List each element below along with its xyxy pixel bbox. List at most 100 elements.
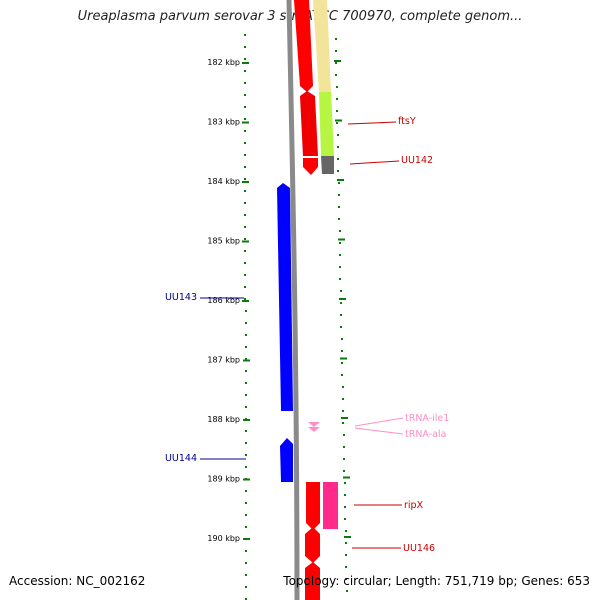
ruler-major-tick <box>243 419 250 421</box>
ruler-dot <box>244 226 246 228</box>
ruler-dot <box>338 182 340 184</box>
ruler-dot <box>343 446 345 448</box>
feature-label-uu146[interactable]: UU146 <box>403 543 435 554</box>
trna-ile1-marker[interactable] <box>308 422 320 427</box>
ruler-dot <box>245 322 247 324</box>
ruler-dot <box>340 302 342 304</box>
ruler-dot <box>343 470 345 472</box>
feature-block-yellow[interactable] <box>313 0 331 92</box>
feature-label-uu142[interactable]: UU142 <box>401 155 433 166</box>
feature-label-ftsy[interactable]: ftsY <box>398 116 416 127</box>
kbp-tick-label: 182 kbp <box>207 58 240 67</box>
kbp-tick-label: 190 kbp <box>207 534 240 543</box>
label-leader-line <box>354 427 404 435</box>
ruler-dot <box>245 334 247 336</box>
ruler-dot <box>244 274 246 276</box>
gene-ftsY[interactable] <box>294 0 313 92</box>
ruler-dot <box>335 74 337 76</box>
ruler-dot <box>340 290 342 292</box>
ruler-dot <box>339 254 341 256</box>
ruler-dot <box>244 178 246 180</box>
ruler-dot <box>244 94 246 96</box>
feature-label-trna-ala[interactable]: tRNA-ala <box>405 429 446 440</box>
ruler-dot <box>341 362 343 364</box>
gene-UU146[interactable] <box>305 527 320 563</box>
ruler-major-tick <box>243 478 250 481</box>
feature-block-grey[interactable] <box>321 156 334 174</box>
ruler-dot <box>244 106 246 108</box>
ruler-major-tick <box>242 181 249 183</box>
ruler-dot <box>341 338 343 340</box>
gene-UU142[interactable] <box>300 91 318 156</box>
ruler-dot <box>244 286 246 288</box>
ruler-dot <box>337 170 339 172</box>
ruler-major-tick <box>340 357 347 360</box>
ruler-dot <box>245 346 247 348</box>
ruler-dot <box>338 218 340 220</box>
ruler-major-tick <box>343 476 350 479</box>
ruler-dot <box>245 502 247 504</box>
ruler-dot <box>335 50 337 52</box>
gene-ripX[interactable] <box>306 482 320 530</box>
feature-label-uu143[interactable]: UU143 <box>165 292 197 303</box>
trna-ala-marker[interactable] <box>308 427 320 432</box>
ruler-dot <box>245 310 247 312</box>
ruler-dot <box>339 230 341 232</box>
ruler-dot <box>342 398 344 400</box>
ruler-dot <box>245 406 247 408</box>
ruler-dot <box>335 38 337 40</box>
ruler-major-tick <box>338 238 345 241</box>
ruler-dot <box>336 122 338 124</box>
ruler-left <box>242 34 250 600</box>
feature-labels: ftsY UU142 UU143 tRNA-ile1 tRNA-ala UU144 ripX… <box>165 116 449 554</box>
gene-UU144[interactable] <box>280 438 293 482</box>
ruler-dot <box>341 374 343 376</box>
ruler-major-tick <box>243 538 250 540</box>
feature-block-green[interactable] <box>319 92 334 156</box>
ruler-dot <box>245 562 247 564</box>
ruler-dot <box>244 214 246 216</box>
ruler-dot <box>244 190 246 192</box>
ruler-dot <box>244 58 246 60</box>
ruler-dot <box>244 118 246 120</box>
ruler-dot <box>343 458 345 460</box>
ruler-dot <box>337 134 339 136</box>
ruler-dot <box>345 578 347 580</box>
ruler-dot <box>245 442 247 444</box>
accession-text: Accession: NC_002162 <box>9 574 146 588</box>
ruler-dot <box>244 142 246 144</box>
ruler-dot <box>337 146 339 148</box>
ruler-dot <box>345 566 347 568</box>
ruler-dot <box>244 298 246 300</box>
gene-UU142-arrowhead[interactable] <box>303 158 318 175</box>
misc-feature-pink[interactable] <box>323 482 338 529</box>
ruler-dot <box>244 34 246 36</box>
ruler-dot <box>341 350 343 352</box>
kbp-tick-label: 183 kbp <box>207 118 240 127</box>
feature-label-ripx[interactable]: ripX <box>404 500 424 511</box>
ruler-dot <box>245 358 247 360</box>
feature-label-uu144[interactable]: UU144 <box>165 453 197 464</box>
label-leader-line <box>354 417 404 427</box>
ruler-major-tick <box>341 417 348 419</box>
gene-UU143[interactable] <box>277 183 293 411</box>
ruler-dot <box>244 202 246 204</box>
ruler-dot <box>344 494 346 496</box>
ruler-dot <box>342 410 344 412</box>
ruler-dot <box>245 514 247 516</box>
kbp-tick-label: 185 kbp <box>207 237 240 246</box>
genome-backbone <box>286 0 300 600</box>
genome-summary-text: Topology: circular; Length: 751,719 bp; … <box>283 574 590 588</box>
ruler-major-tick <box>242 121 249 124</box>
ruler-dot <box>338 206 340 208</box>
ruler-major-tick <box>242 240 249 243</box>
gene-next-forward[interactable] <box>305 562 320 600</box>
ruler-dot <box>244 166 246 168</box>
kbp-tick-label: 184 kbp <box>207 177 240 186</box>
ruler-dot <box>245 550 247 552</box>
label-leaders <box>200 121 404 549</box>
feature-label-trna-ile1[interactable]: tRNA-ile1 <box>405 413 449 424</box>
ruler-dot <box>335 62 337 64</box>
ruler-dot <box>339 242 341 244</box>
